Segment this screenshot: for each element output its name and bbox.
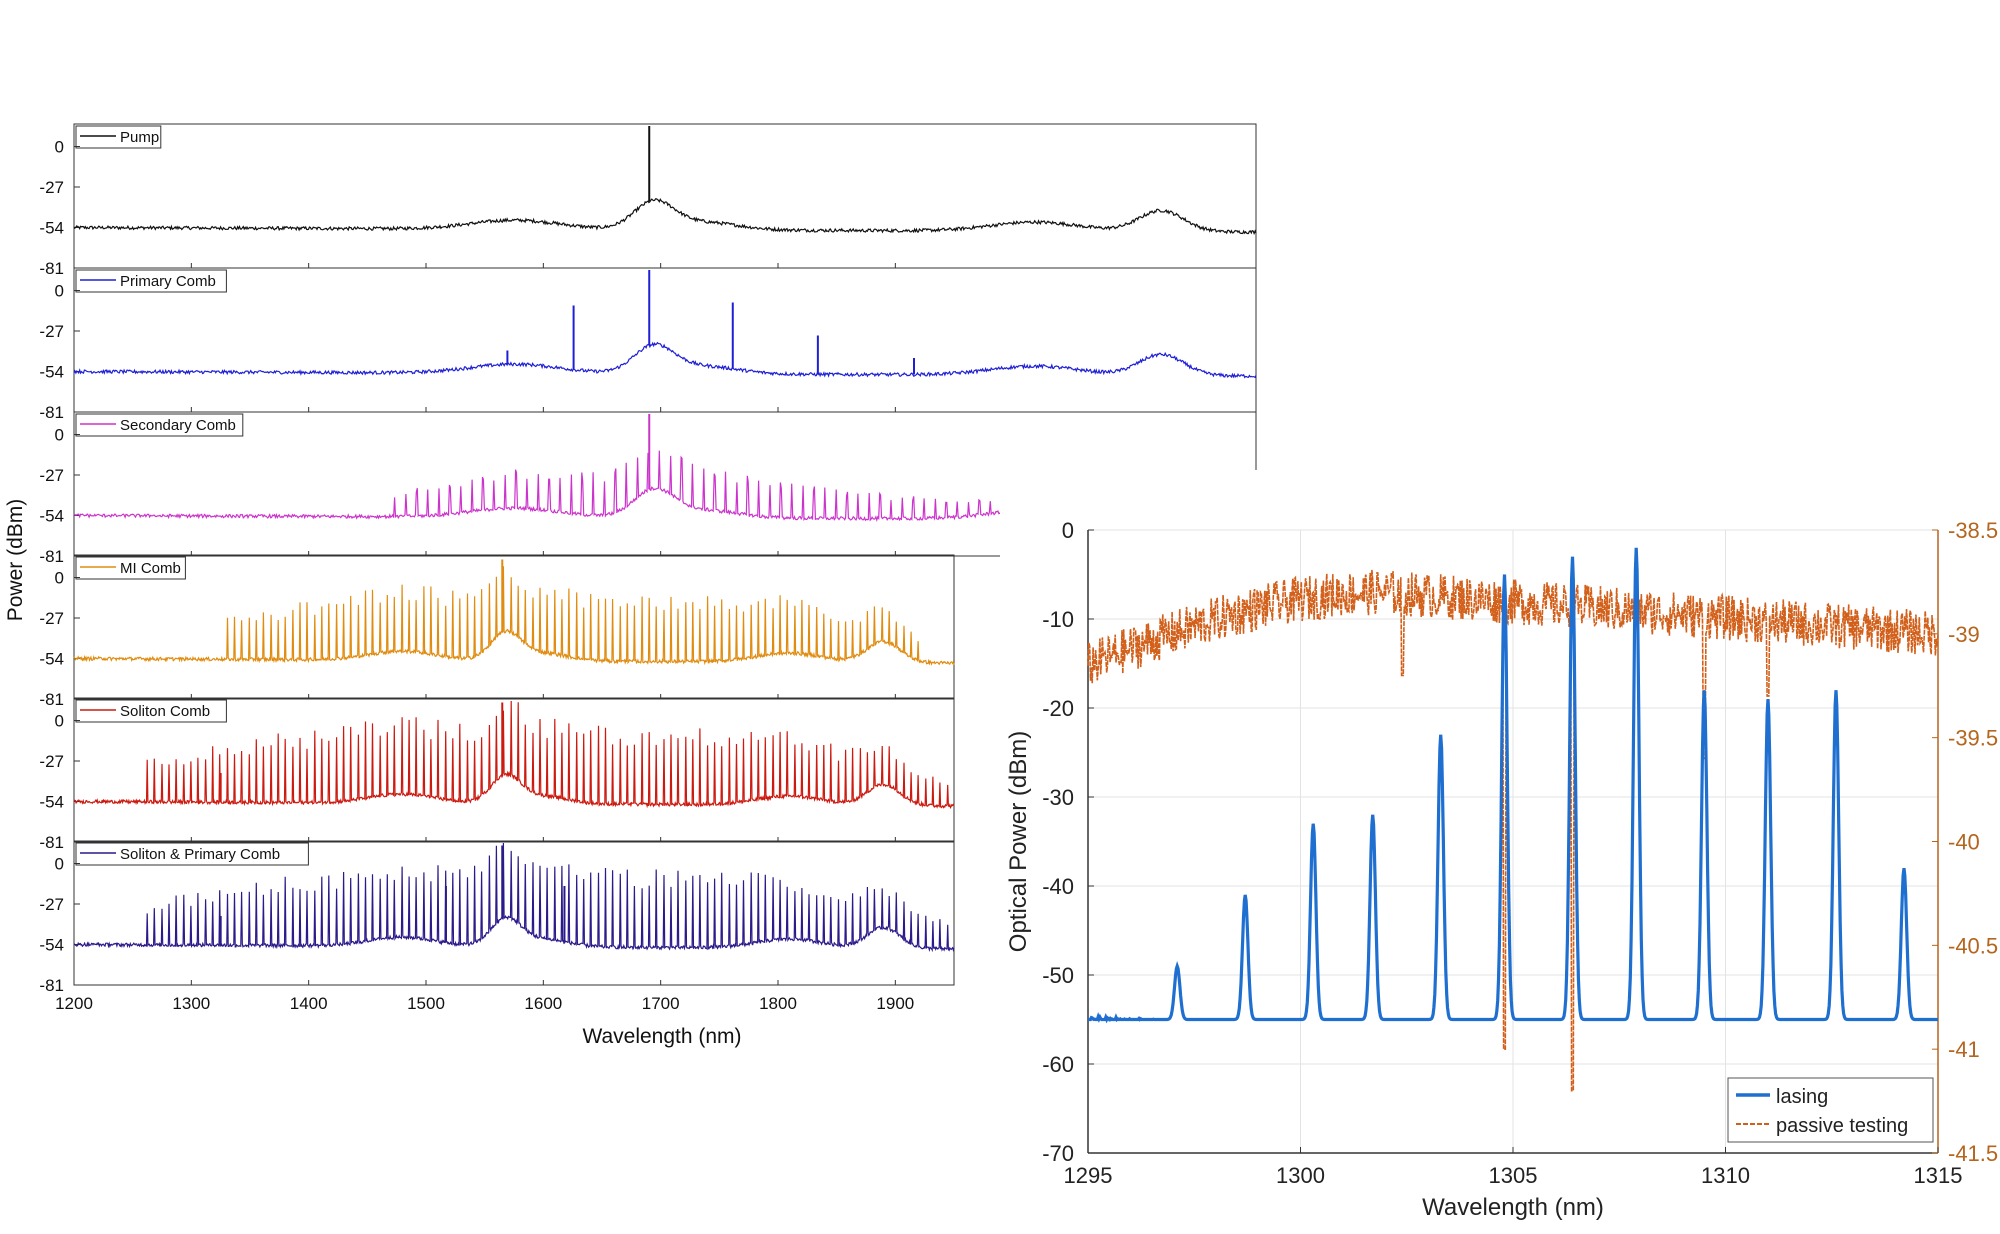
y-tick-label: 0 (55, 138, 64, 157)
y-tick-label: -27 (39, 178, 64, 197)
comb-panel: 0 -27 -54 -81 Primary Comb (39, 267, 1257, 422)
comb-panel: 0 -27 -54 -81 MI Comb (39, 554, 955, 709)
y-tick-label: -54 (39, 219, 64, 238)
x-tick-label: 1300 (172, 994, 210, 1013)
legend-box (75, 842, 309, 866)
y2-tick-label: -39 (1948, 622, 1980, 647)
x-tick-label: 1315 (1914, 1163, 1963, 1188)
y-tick-label: -40 (1042, 874, 1074, 899)
y-tick-label: -27 (39, 752, 64, 771)
comb-panel: 0 -27 -54 -81 Soliton Comb (39, 697, 955, 852)
panel-frame (73, 840, 955, 986)
y-tick-label: -54 (39, 507, 64, 526)
y-tick-label: 0 (55, 712, 64, 731)
x-tick-label: 1900 (876, 994, 914, 1013)
y-tick-label: -20 (1042, 696, 1074, 721)
x-tick-label: 1400 (290, 994, 328, 1013)
comb-spectra-chart: 0 -27 -54 -81 Pump 0 -27 -54 -81 Primary Comb 0 -27… (4, 123, 1257, 1048)
panel-legend: Soliton Comb (75, 699, 227, 723)
spectrum-trace (73, 566, 955, 666)
y2-tick-label: -40.5 (1948, 933, 1998, 958)
legend-box (75, 699, 227, 723)
y-tick-label: -81 (39, 690, 64, 709)
y-tick-label: -81 (39, 833, 64, 852)
x-tick-label: 1200 (55, 994, 93, 1013)
x-tick-label: 1800 (759, 994, 797, 1013)
y-tick-label: -30 (1042, 785, 1074, 810)
y-tick-label: 0 (55, 426, 64, 445)
legend-label: Pump (120, 129, 159, 146)
panel-legend: Pump (75, 125, 162, 149)
chart-legend: lasing passive testing (1727, 1077, 1934, 1143)
y2-tick-label: -39.5 (1948, 726, 1998, 751)
legend-box (75, 413, 244, 437)
y2-tick-label: -38.5 (1948, 518, 1998, 543)
y-tick-label: -54 (39, 363, 64, 382)
y-tick-label: -60 (1042, 1052, 1074, 1077)
y-tick-label: -27 (39, 322, 64, 341)
x-axis-label: Wavelength (nm) (1422, 1194, 1604, 1221)
y-tick-label: -81 (39, 403, 64, 422)
y-tick-label: -81 (39, 547, 64, 566)
passive-testing-trace (1087, 569, 1939, 1092)
x-tick-label: 1310 (1701, 1163, 1750, 1188)
x-tick-label: 1500 (407, 994, 445, 1013)
lasing-spectrum-chart: 1295 1300 1305 1310 1315 0 -10 -20 -30 -40 -50 -60 -… (1000, 470, 2000, 1229)
legend-label: Primary Comb (120, 273, 216, 290)
y-tick-label: 0 (55, 569, 64, 588)
lasing-trace (1088, 547, 1938, 1024)
y-tick-label: -50 (1042, 963, 1074, 988)
y-tick-label: -70 (1042, 1141, 1074, 1166)
panel-frame (73, 267, 1257, 413)
legend-box (1727, 1077, 1934, 1143)
panel-frame (73, 123, 1257, 269)
panel-legend: Secondary Comb (75, 413, 244, 437)
y-tick-label: -81 (39, 976, 64, 995)
y-tick-label: -27 (39, 895, 64, 914)
y-tick-label: 0 (55, 282, 64, 301)
x-tick-label: 1300 (1276, 1163, 1325, 1188)
legend-label-lasing: lasing (1776, 1086, 1828, 1108)
comb-panel: 0 -27 -54 -81 Soliton & Primary Comb (39, 840, 955, 995)
legend-label: Secondary Comb (120, 417, 236, 434)
y-tick-label: -81 (39, 259, 64, 278)
y2-tick-label: -41.5 (1948, 1141, 1998, 1166)
x-tick-label: 1700 (642, 994, 680, 1013)
x-tick-label: 1600 (524, 994, 562, 1013)
y-tick-label: -27 (39, 609, 64, 628)
x-tick-label: 1305 (1489, 1163, 1538, 1188)
panel-frame (73, 697, 955, 843)
y-tick-label: -10 (1042, 607, 1074, 632)
y-tick-label: 0 (1062, 518, 1074, 543)
panel-frame (73, 554, 955, 700)
legend-label: Soliton Comb (120, 703, 210, 720)
y-tick-label: -54 (39, 793, 64, 812)
legend-label: Soliton & Primary Comb (120, 846, 280, 863)
y-tick-label: -54 (39, 650, 64, 669)
y-tick-label: -27 (39, 466, 64, 485)
y-tick-label: -54 (39, 936, 64, 955)
spectrum-trace (73, 341, 1257, 379)
x-tick-label: 1295 (1064, 1163, 1113, 1188)
legend-label: MI Comb (120, 560, 181, 577)
panel-legend: Soliton & Primary Comb (75, 842, 309, 866)
legend-box (75, 125, 162, 149)
y-axis-label: Power (dBm) (4, 499, 27, 622)
spectrum-trace (73, 198, 1257, 236)
y-axis-label: Optical Power (dBm) (1005, 731, 1032, 952)
x-axis-label: Wavelength (nm) (582, 1025, 741, 1048)
panel-legend: MI Comb (75, 556, 186, 580)
legend-box (75, 269, 227, 293)
y-tick-label: 0 (55, 855, 64, 874)
y2-tick-label: -41 (1948, 1037, 1980, 1062)
panel-legend: Primary Comb (75, 269, 227, 293)
spectrum-trace (73, 842, 955, 953)
y2-tick-label: -40 (1948, 830, 1980, 855)
legend-label-passive: passive testing (1776, 1115, 1908, 1137)
legend-box (75, 556, 186, 580)
comb-panel: 0 -27 -54 -81 Pump (39, 123, 1257, 278)
